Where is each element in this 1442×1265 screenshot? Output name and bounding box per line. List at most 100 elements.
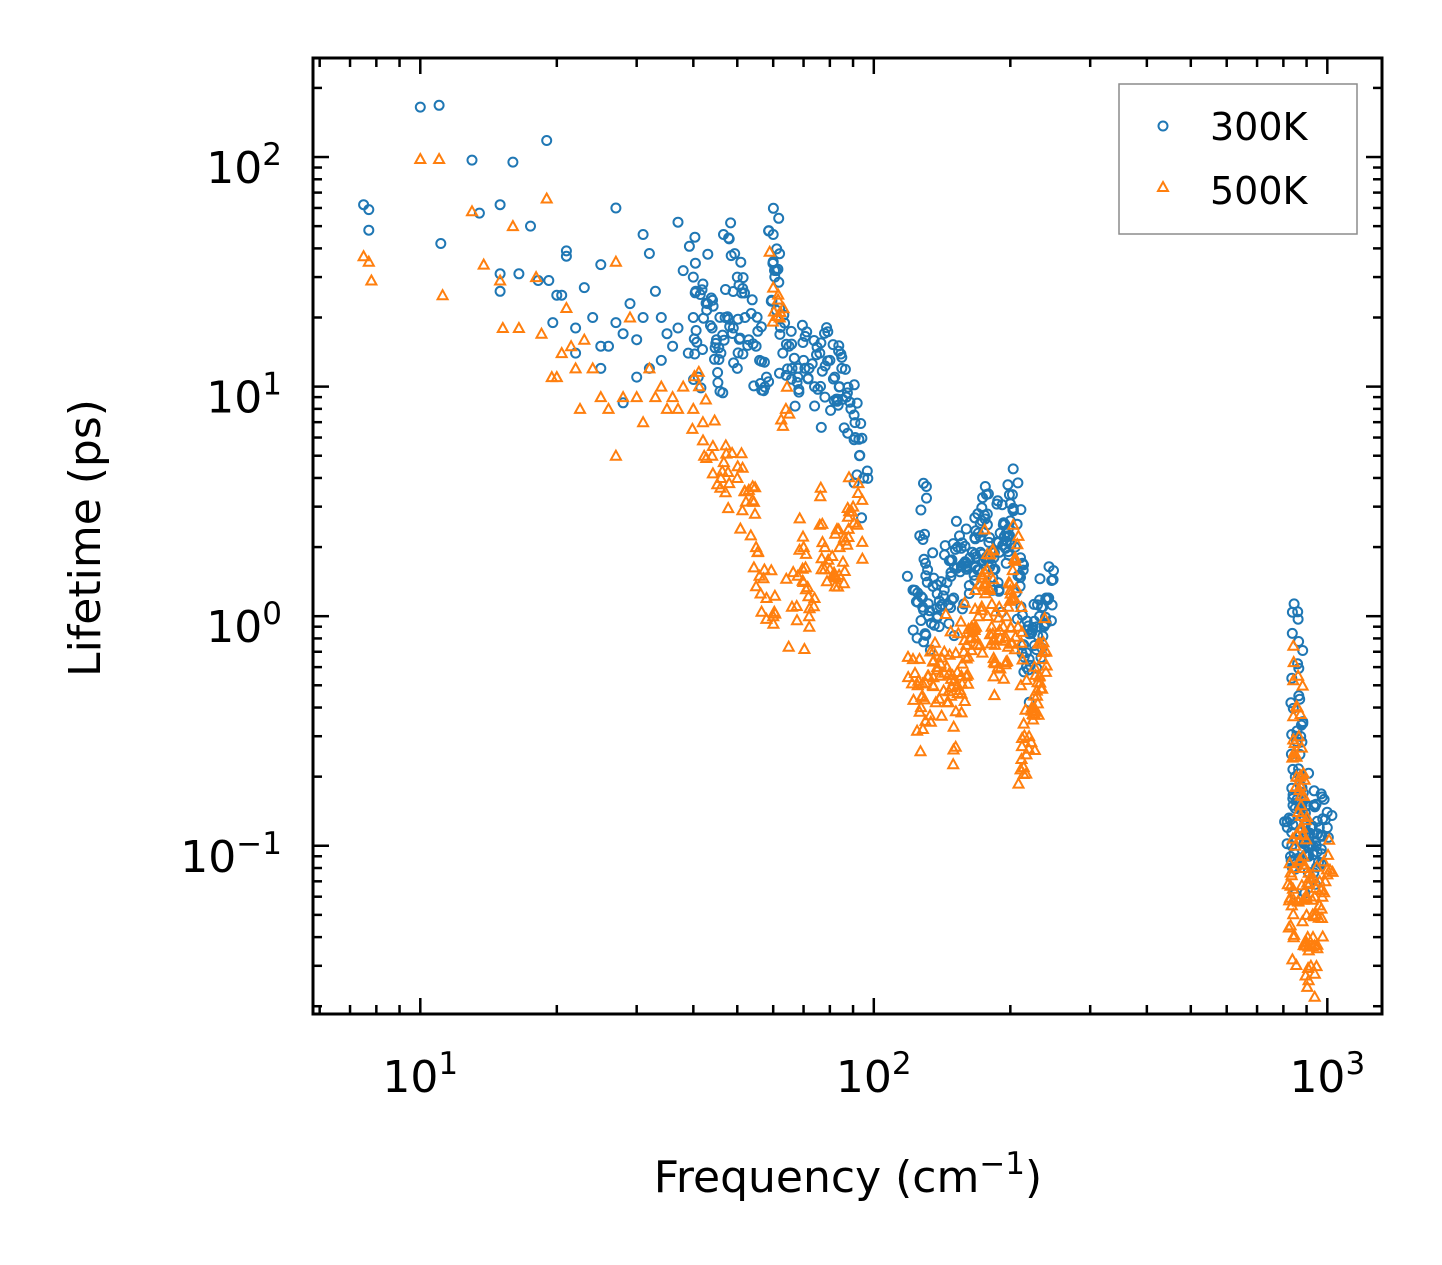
data-point-300k: [936, 599, 948, 611]
data-point-500k: [750, 545, 765, 558]
data-point-300k: [513, 268, 525, 280]
data-point-500k: [779, 571, 793, 584]
data-point-500k: [998, 629, 1013, 642]
data-point-500k: [1310, 941, 1324, 954]
data-point-300k: [792, 362, 804, 374]
data-point-300k: [732, 313, 744, 325]
data-point-500k: [768, 588, 782, 601]
data-point-300k: [723, 232, 735, 244]
data-point-500k: [958, 693, 972, 706]
data-point-500k: [980, 562, 995, 575]
data-point-300k: [655, 354, 667, 366]
data-point-300k: [993, 583, 1005, 595]
data-point-500k: [946, 757, 960, 770]
data-point-300k: [956, 603, 968, 615]
data-point-300k: [981, 508, 993, 520]
data-point-300k: [672, 322, 684, 334]
data-point-300k: [943, 618, 955, 630]
data-point-500k: [1030, 675, 1045, 688]
data-point-500k: [534, 326, 549, 339]
data-point-300k: [698, 312, 709, 324]
data-point-500k: [763, 244, 777, 257]
data-point-500k: [719, 438, 733, 451]
data-point-500k: [512, 320, 526, 333]
data-point-500k: [840, 537, 854, 550]
data-point-500k: [432, 151, 446, 164]
data-point-500k: [855, 534, 869, 547]
data-point-500k: [934, 650, 949, 663]
data-point-500k: [961, 676, 975, 689]
data-point-300k: [1286, 672, 1298, 684]
legend-500k-marker: [1156, 179, 1170, 192]
data-point-500k: [1315, 910, 1329, 923]
data-point-500k: [940, 695, 954, 708]
data-point-500k: [696, 433, 710, 446]
data-point-300k: [1032, 599, 1043, 611]
data-point-300k: [595, 259, 607, 271]
data-point-300k: [909, 584, 921, 596]
data-point-300k: [694, 289, 706, 300]
data-point-500k: [797, 641, 812, 654]
data-point-500k: [1285, 952, 1300, 965]
data-point-500k: [616, 390, 630, 403]
data-point-500k: [851, 485, 865, 498]
data-point-500k: [970, 637, 985, 650]
data-point-500k: [1301, 960, 1315, 973]
data-point-500k: [1287, 655, 1301, 668]
data-point-300k: [1002, 479, 1014, 491]
data-point-500k: [717, 455, 731, 468]
data-point-300k: [1043, 561, 1055, 573]
data-point-500k: [1038, 611, 1052, 624]
data-point-500k: [1286, 892, 1301, 905]
x-axis-title: Frequency (cm−1): [654, 1146, 1042, 1203]
x-tick-label: 103: [1289, 1046, 1365, 1103]
data-point-500k: [1323, 862, 1337, 875]
data-point-300k: [1046, 599, 1058, 611]
data-point-300k: [801, 326, 813, 338]
data-point-500k: [686, 401, 700, 414]
data-point-500k: [747, 494, 761, 507]
data-point-500k: [356, 249, 371, 262]
data-point-500k: [1286, 638, 1301, 651]
data-point-300k: [1312, 828, 1324, 840]
data-point-300k: [715, 347, 727, 359]
data-point-500k: [1004, 620, 1018, 633]
data-point-300k: [707, 294, 718, 306]
data-point-300k: [802, 372, 814, 384]
data-point-300k: [918, 477, 929, 489]
data-point-500k: [980, 546, 994, 559]
data-point-500k: [1313, 874, 1327, 887]
data-point-500k: [971, 609, 985, 622]
data-point-500k: [1011, 776, 1026, 789]
data-point-300k: [773, 212, 785, 224]
data-point-500k: [987, 669, 1001, 682]
data-point-300k: [920, 557, 931, 569]
data-point-500k: [965, 620, 979, 633]
data-point-500k: [933, 656, 948, 669]
major-tick-marks: [313, 58, 1382, 1014]
data-point-300k: [774, 367, 785, 379]
data-point-300k: [610, 202, 622, 214]
data-point-300k: [1281, 822, 1293, 833]
data-point-500k: [1011, 619, 1025, 632]
data-point-300k: [732, 347, 744, 359]
data-point-500k: [1321, 847, 1335, 860]
data-point-300k: [915, 504, 927, 516]
data-point-500k: [731, 459, 745, 472]
data-point-500k: [766, 616, 781, 629]
data-point-300k: [812, 383, 824, 395]
x-tick-labels: 101 102 103: [382, 1046, 1365, 1103]
data-point-300k: [1027, 621, 1039, 633]
data-point-300k: [785, 325, 797, 337]
data-point-500k: [926, 679, 941, 692]
data-point-500k: [1286, 709, 1300, 722]
data-point-300k: [793, 386, 805, 398]
data-point-300k: [729, 248, 741, 260]
data-point-500k: [818, 540, 832, 553]
data-point-500k: [830, 522, 844, 535]
data-point-500k: [1017, 728, 1032, 741]
data-point-300k: [915, 591, 927, 603]
data-point-500k: [1296, 849, 1310, 862]
data-point-500k: [837, 576, 851, 589]
data-point-300k: [928, 619, 940, 631]
